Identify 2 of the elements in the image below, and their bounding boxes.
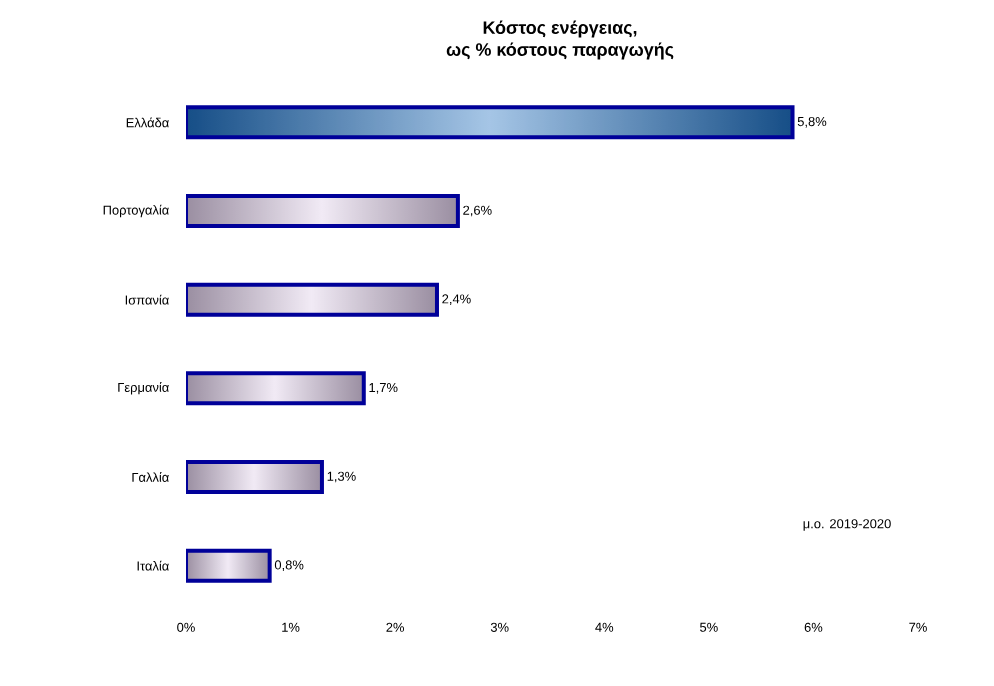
chart-subtitle: ως % κόστους παραγωγής	[446, 42, 674, 60]
chart-title: Κόστος ενέργειας,	[483, 20, 637, 38]
